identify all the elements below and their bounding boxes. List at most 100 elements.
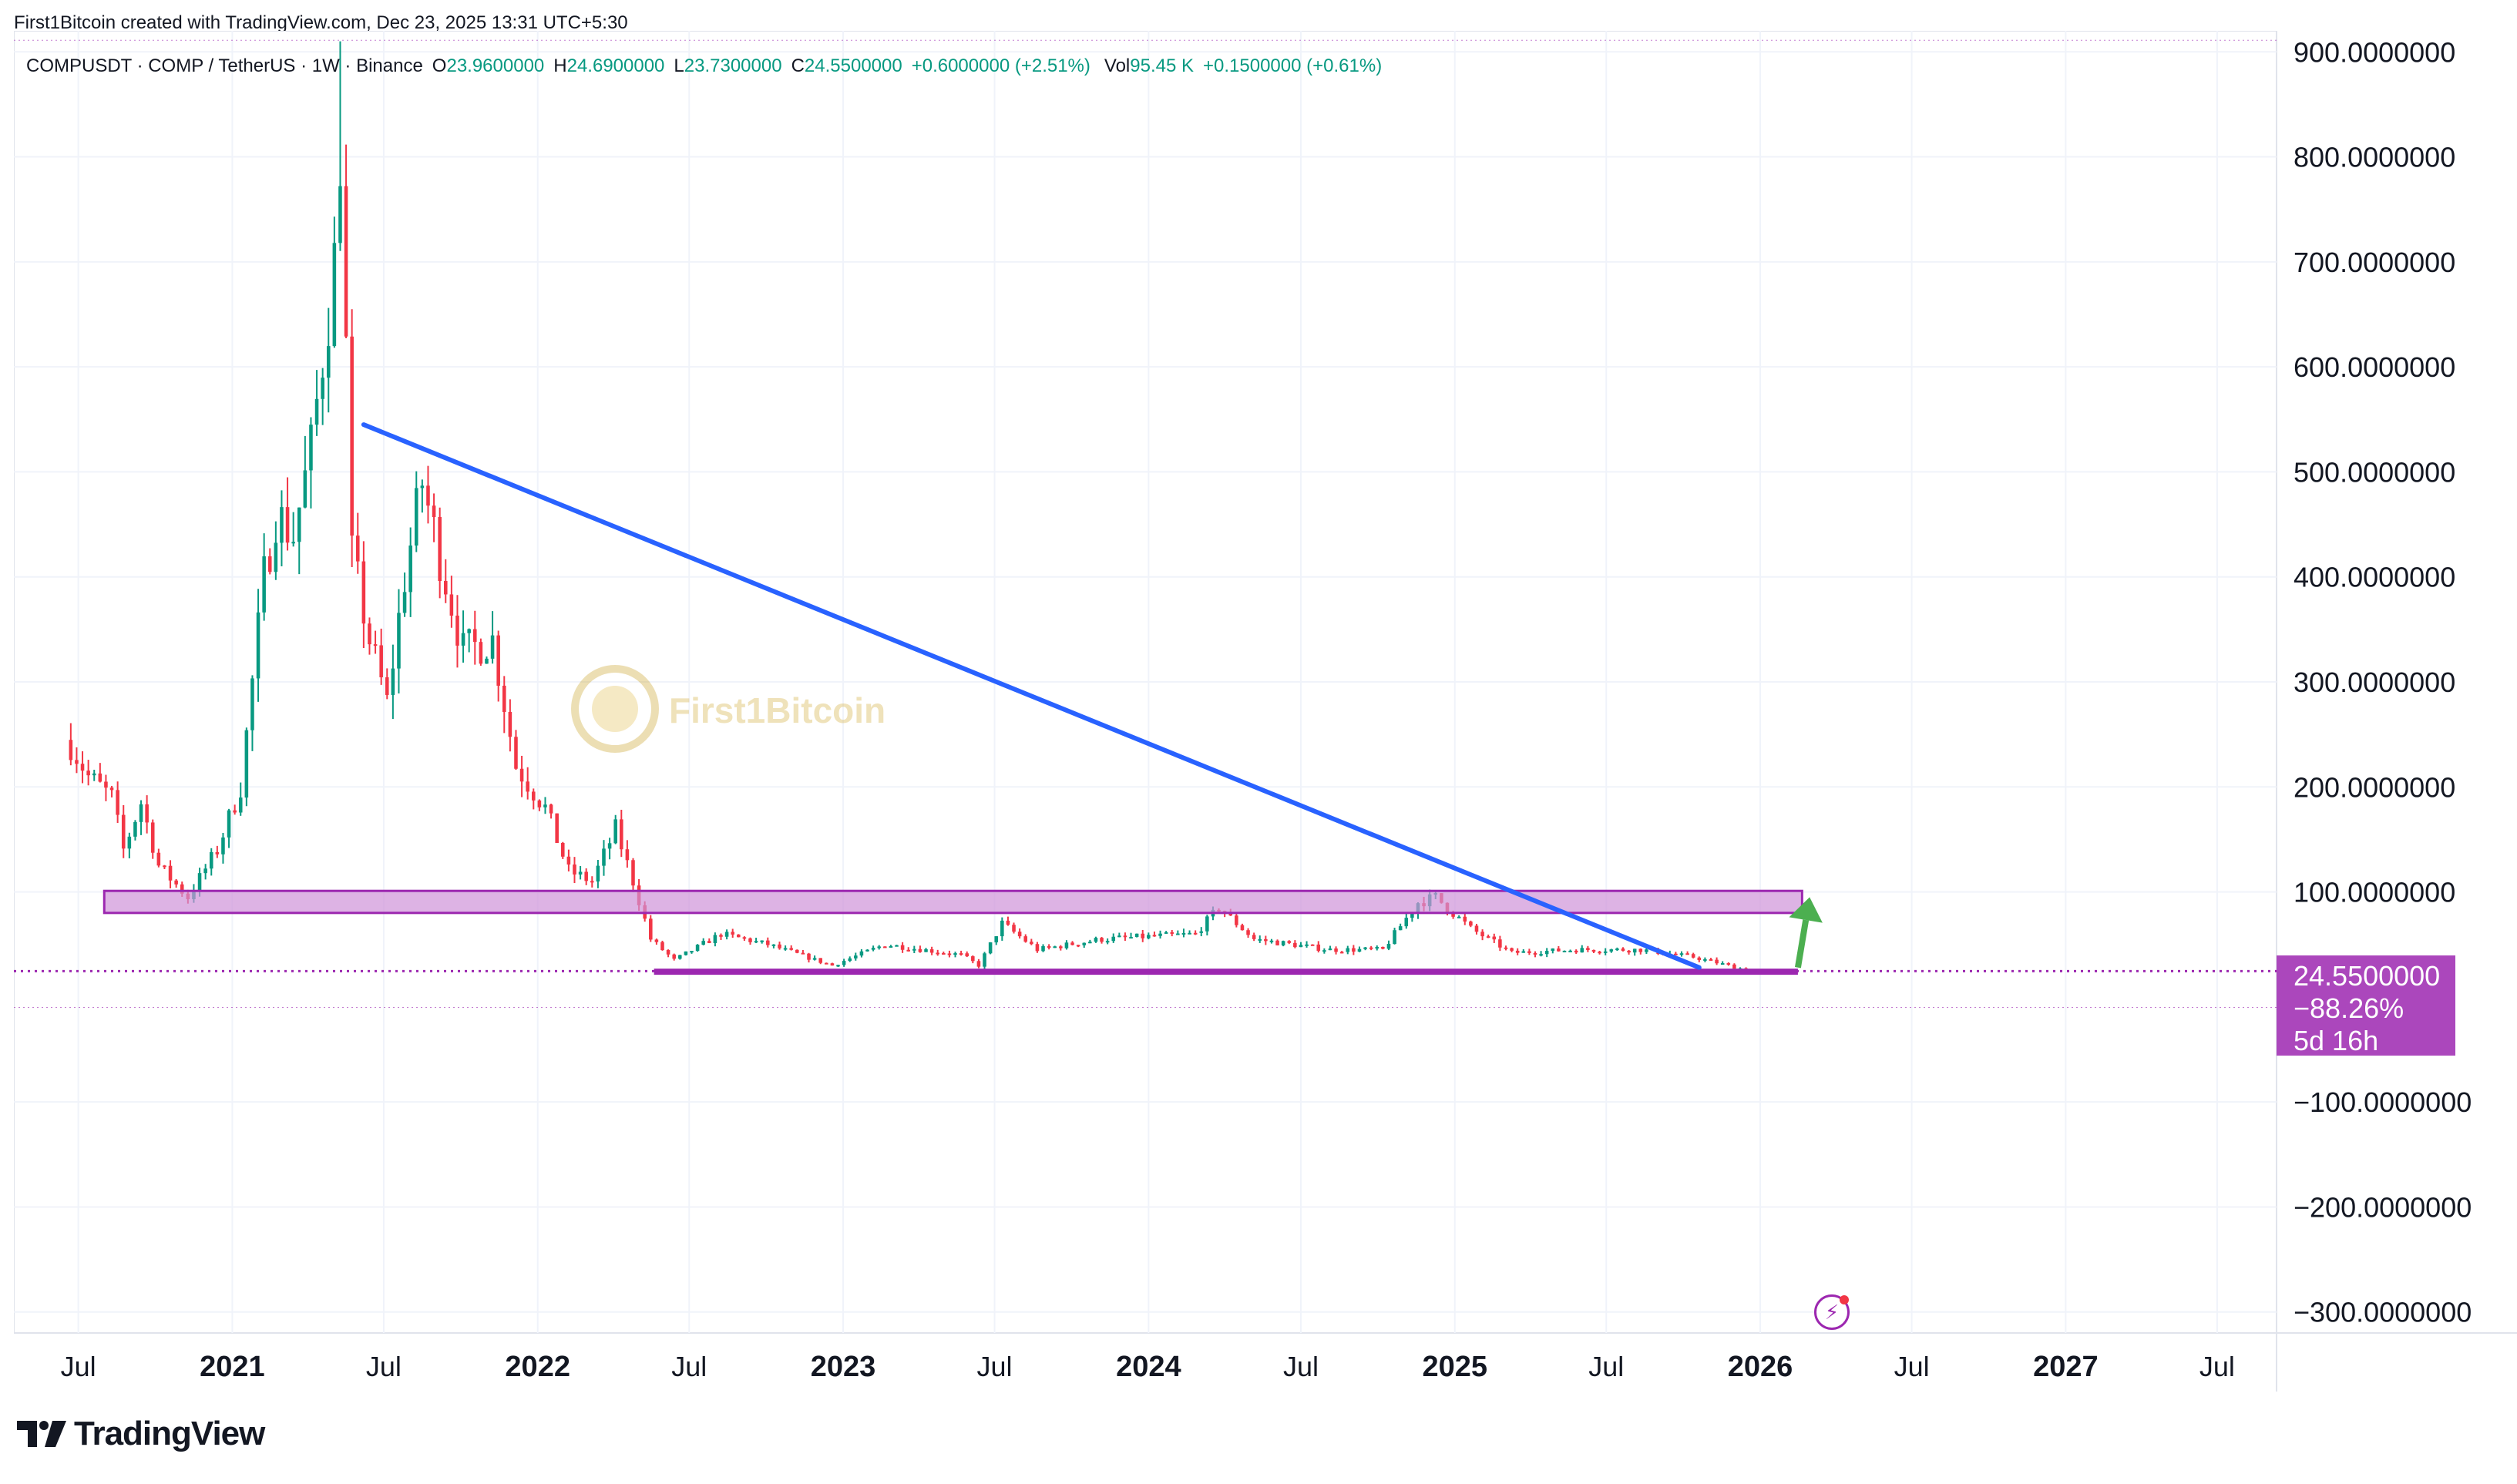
candle-body bbox=[1164, 932, 1168, 934]
candle-body bbox=[654, 939, 659, 942]
candle-body bbox=[402, 592, 407, 613]
candle-body bbox=[1252, 935, 1256, 939]
candle-body bbox=[256, 612, 260, 679]
candle-body bbox=[1539, 954, 1543, 956]
candle-body bbox=[1152, 935, 1157, 937]
candle-body bbox=[1638, 948, 1643, 952]
candle-body bbox=[1463, 916, 1467, 922]
candle-body bbox=[988, 942, 993, 954]
last-price-value: 24.5500000 bbox=[2294, 960, 2441, 992]
y-tick-label: 600.0000000 bbox=[2294, 351, 2455, 383]
candle-body bbox=[660, 942, 664, 951]
candle-body bbox=[1258, 938, 1262, 941]
candle-body bbox=[1041, 946, 1045, 952]
candle-body bbox=[361, 561, 366, 624]
candle-body bbox=[373, 644, 378, 646]
candle-body bbox=[707, 941, 711, 943]
candle-body bbox=[672, 954, 676, 959]
candle-body bbox=[432, 505, 436, 518]
candle-body bbox=[936, 952, 940, 955]
resistance-zone bbox=[102, 889, 1803, 915]
candle-body bbox=[127, 836, 132, 849]
candle-body bbox=[461, 633, 465, 646]
candle-body bbox=[1193, 932, 1198, 935]
candle-body bbox=[1147, 935, 1151, 938]
candle-body bbox=[350, 336, 354, 536]
candle-body bbox=[1205, 916, 1209, 932]
y-tick-label: 500.0000000 bbox=[2294, 456, 2455, 488]
candle-body bbox=[1188, 932, 1191, 935]
legend-change: +0.6000000 (+2.51%) bbox=[911, 55, 1090, 76]
candle-body bbox=[1726, 963, 1731, 965]
legend-vol: 95.45 K bbox=[1130, 55, 1194, 76]
candle-body bbox=[1275, 940, 1279, 945]
candle-body bbox=[490, 635, 495, 659]
candle-body bbox=[1170, 932, 1174, 934]
chart-area[interactable]: 900.0000000 800.0000000 700.0000000 600.000… bbox=[14, 31, 2517, 1392]
candle-body bbox=[1586, 948, 1590, 950]
candle-body bbox=[731, 932, 734, 935]
last-price-label: 24.5500000 −88.26% 5d 16h bbox=[2277, 955, 2455, 1056]
y-tick-label: −100.0000000 bbox=[2294, 1086, 2472, 1118]
x-tick-label: 2026 bbox=[1728, 1351, 1793, 1383]
legend-low: 23.7300000 bbox=[684, 55, 782, 76]
candle-body bbox=[1082, 942, 1087, 945]
candle-body bbox=[801, 952, 805, 955]
candlestick-chart[interactable]: 900.0000000 800.0000000 700.0000000 600.000… bbox=[14, 31, 2517, 1392]
candle-body bbox=[297, 507, 301, 542]
candle-body bbox=[549, 804, 553, 814]
candle-body bbox=[1105, 941, 1110, 943]
candle-body bbox=[1023, 936, 1028, 942]
candle-body bbox=[690, 951, 694, 953]
candle-body bbox=[496, 635, 500, 686]
y-tick-label: 900.0000000 bbox=[2294, 36, 2455, 68]
candle-body bbox=[1621, 948, 1625, 951]
candle-body bbox=[942, 952, 946, 955]
candle-body bbox=[1246, 930, 1250, 935]
candle-body bbox=[1030, 942, 1033, 945]
candle-body bbox=[602, 848, 606, 866]
candle-body bbox=[338, 186, 342, 243]
candle-body bbox=[1352, 948, 1356, 952]
candle-body bbox=[924, 949, 928, 952]
candle-body bbox=[649, 918, 653, 940]
tradingview-wordmark: TradingView bbox=[74, 1415, 265, 1452]
candle-body bbox=[1609, 949, 1614, 952]
candle-body bbox=[86, 771, 90, 776]
candle-body bbox=[1504, 947, 1508, 949]
candle-body bbox=[684, 951, 688, 955]
lightning-icon[interactable]: ⚡ bbox=[1814, 1294, 1850, 1330]
legend-vol-label: Vol bbox=[1104, 55, 1131, 76]
candle-body bbox=[321, 378, 324, 399]
legend-symbol[interactable]: COMPUSDT · COMP / TetherUS · 1W · Binanc… bbox=[26, 55, 423, 76]
candle-body bbox=[1720, 963, 1725, 965]
candle-body bbox=[854, 955, 858, 959]
candle-body bbox=[379, 645, 383, 678]
candle-body bbox=[1006, 920, 1010, 925]
candle-body bbox=[807, 953, 811, 960]
legend-low-label: L bbox=[674, 55, 684, 76]
tradingview-logo[interactable]: TradingView bbox=[17, 1415, 265, 1453]
chart-background bbox=[14, 31, 2517, 1392]
candle-body bbox=[1685, 953, 1689, 955]
candle-body bbox=[742, 937, 747, 939]
candle-body bbox=[92, 773, 96, 776]
candle-body bbox=[976, 961, 981, 967]
candle-body bbox=[314, 398, 319, 425]
candle-body bbox=[748, 938, 752, 942]
candle-body bbox=[859, 951, 864, 956]
candle-body bbox=[1580, 948, 1584, 953]
candle-body bbox=[1059, 946, 1063, 948]
candle-body bbox=[1557, 948, 1561, 952]
candle-body bbox=[724, 932, 729, 937]
candle-body bbox=[1492, 936, 1497, 940]
candle-body bbox=[156, 852, 161, 866]
candle-body bbox=[285, 507, 290, 543]
x-tick-label: 2022 bbox=[505, 1351, 570, 1383]
candle-body bbox=[1123, 935, 1127, 938]
candle-body bbox=[139, 804, 143, 822]
candle-body bbox=[825, 962, 828, 965]
candles bbox=[69, 41, 1754, 973]
candle-body bbox=[1281, 941, 1285, 945]
candle-body bbox=[1703, 959, 1707, 961]
